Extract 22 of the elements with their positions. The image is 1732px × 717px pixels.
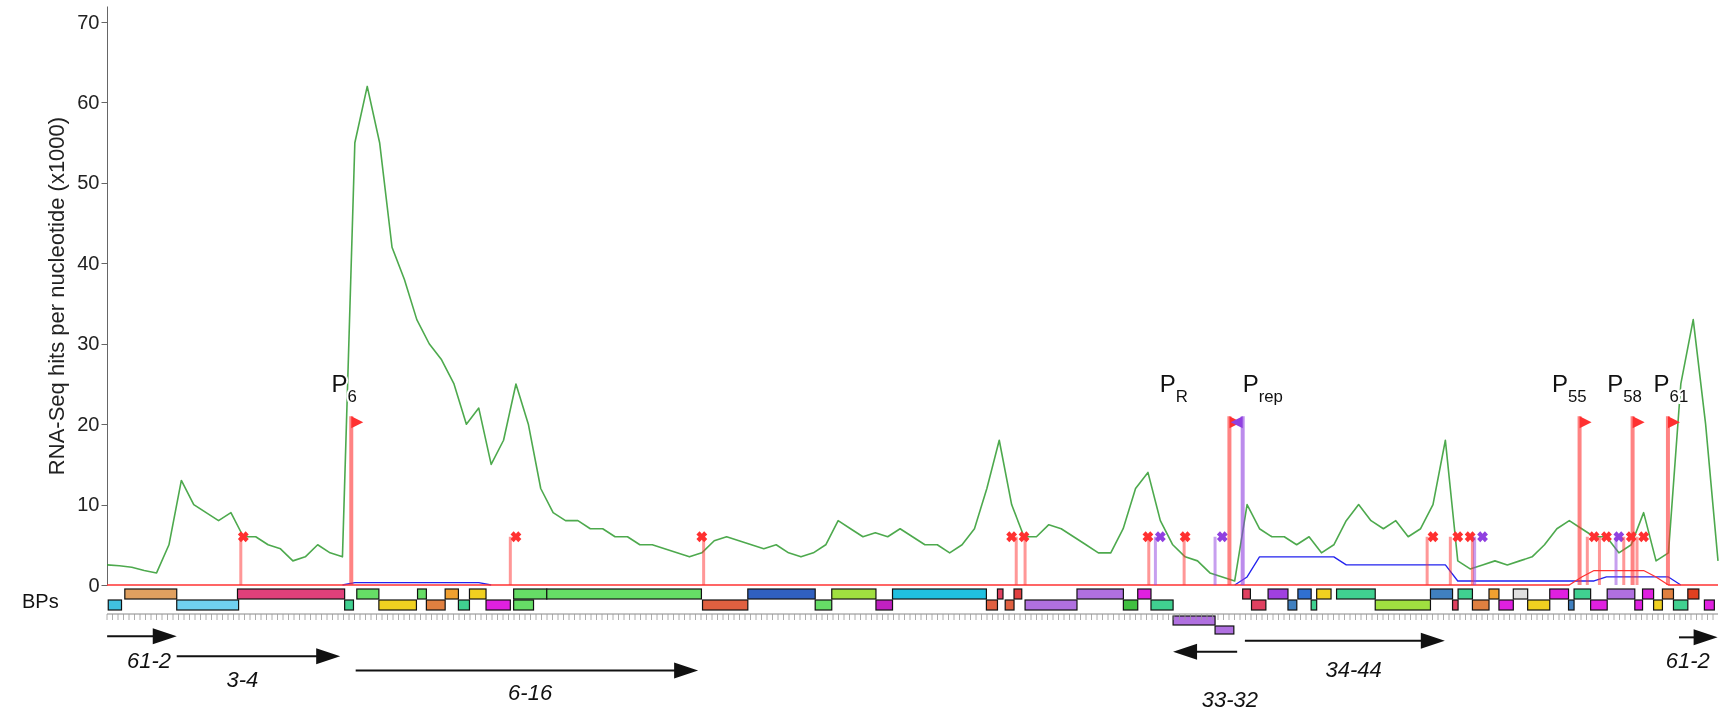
y-tick-label: 40 <box>77 251 100 274</box>
annotation: P$_{rep}$ <box>1242 370 1283 406</box>
annotation: P$_{58}$ <box>1607 370 1642 406</box>
text: 6-16 <box>508 680 553 706</box>
y-tick-label: 60 <box>77 91 100 113</box>
text: 3-4 <box>226 667 259 693</box>
y-tick-label: 0 <box>88 573 100 596</box>
y-tick-label: 70 <box>77 10 100 33</box>
text: 61-2 <box>127 648 172 674</box>
y-axis-title: RNA-Seq hits per nucleotide (x1000) <box>44 116 70 476</box>
line-series <box>106 85 1719 582</box>
y-tick-label: 10 <box>77 493 100 516</box>
text: 34-44 <box>1325 657 1382 683</box>
y-tick-label: 50 <box>77 171 100 194</box>
text: 33-32 <box>1201 686 1259 712</box>
y-tick-label: 30 <box>77 332 100 355</box>
text: BPs <box>22 590 59 612</box>
annotation: P$_{R}$ <box>1159 370 1188 406</box>
y-tick-label: 20 <box>77 412 100 435</box>
text: 61-2 <box>1665 648 1710 674</box>
annotation: P$_{6}$ <box>331 370 357 406</box>
annotation: P$_{55}$ <box>1551 370 1587 406</box>
